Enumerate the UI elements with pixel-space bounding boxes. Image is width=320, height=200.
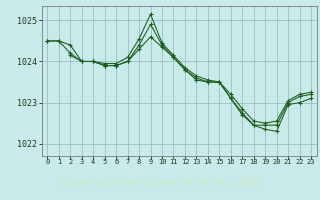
Text: Graphe pression niveau de la mer (hPa): Graphe pression niveau de la mer (hPa) [58, 178, 262, 187]
